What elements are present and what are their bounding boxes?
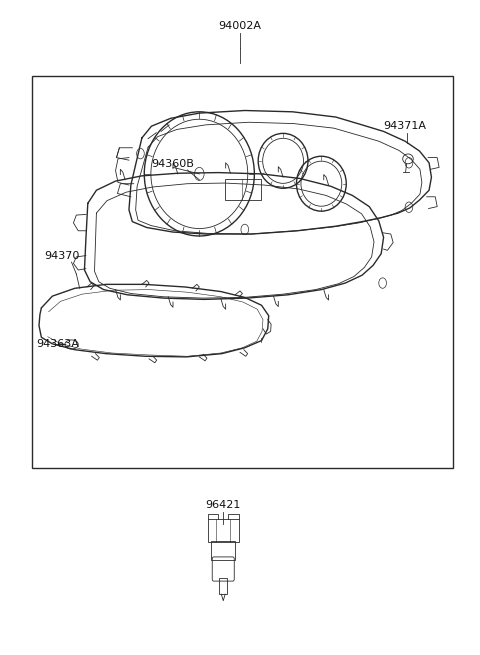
Text: 94002A: 94002A [218, 20, 262, 31]
Text: 94360B: 94360B [152, 159, 194, 169]
Bar [32, 76, 453, 468]
Text: 94370: 94370 [44, 251, 80, 261]
Bar [219, 578, 227, 594]
Text: 96421: 96421 [205, 500, 241, 510]
Text: 94371A: 94371A [384, 121, 427, 131]
Text: 94363A: 94363A [36, 339, 80, 350]
